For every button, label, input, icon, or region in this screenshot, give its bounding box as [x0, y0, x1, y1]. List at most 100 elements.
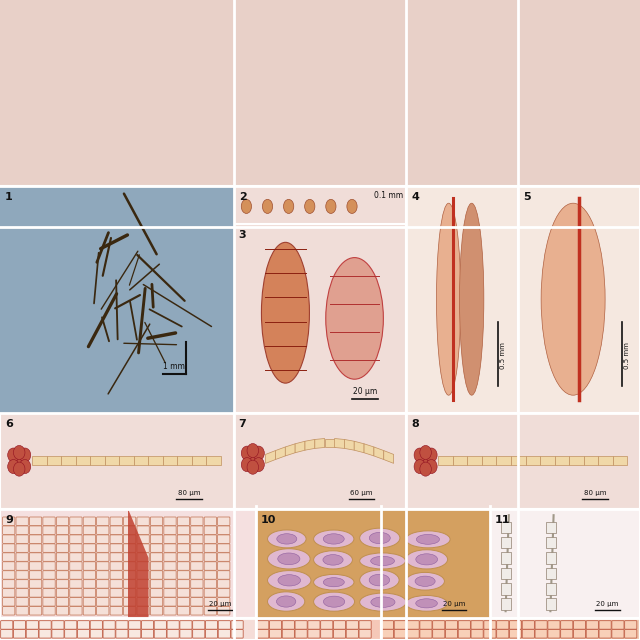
FancyBboxPatch shape	[97, 571, 109, 579]
FancyBboxPatch shape	[191, 535, 203, 543]
FancyBboxPatch shape	[26, 630, 38, 638]
Bar	[0, 186, 234, 413]
FancyBboxPatch shape	[77, 630, 90, 638]
FancyBboxPatch shape	[83, 571, 95, 579]
FancyBboxPatch shape	[43, 580, 55, 588]
FancyBboxPatch shape	[218, 621, 230, 629]
FancyBboxPatch shape	[70, 571, 82, 579]
Ellipse shape	[305, 200, 315, 214]
Polygon shape	[148, 456, 163, 465]
Bar	[546, 537, 556, 548]
FancyBboxPatch shape	[16, 580, 28, 588]
FancyBboxPatch shape	[16, 589, 28, 597]
Polygon shape	[119, 456, 134, 465]
FancyBboxPatch shape	[308, 630, 320, 638]
FancyBboxPatch shape	[56, 544, 68, 552]
FancyBboxPatch shape	[103, 621, 115, 629]
Ellipse shape	[420, 454, 431, 468]
FancyBboxPatch shape	[321, 630, 333, 638]
FancyBboxPatch shape	[97, 526, 109, 534]
FancyBboxPatch shape	[16, 517, 28, 525]
FancyBboxPatch shape	[612, 621, 624, 629]
FancyBboxPatch shape	[167, 630, 179, 638]
FancyBboxPatch shape	[39, 621, 51, 629]
Ellipse shape	[241, 200, 252, 214]
Ellipse shape	[326, 258, 383, 380]
FancyBboxPatch shape	[359, 630, 371, 638]
FancyBboxPatch shape	[29, 607, 42, 615]
FancyBboxPatch shape	[29, 589, 42, 597]
Polygon shape	[104, 456, 119, 465]
FancyBboxPatch shape	[509, 621, 522, 629]
FancyBboxPatch shape	[83, 544, 95, 552]
FancyBboxPatch shape	[218, 562, 230, 570]
FancyBboxPatch shape	[77, 621, 90, 629]
FancyBboxPatch shape	[83, 598, 95, 606]
FancyBboxPatch shape	[433, 630, 445, 638]
Ellipse shape	[253, 446, 264, 460]
FancyBboxPatch shape	[548, 621, 560, 629]
FancyBboxPatch shape	[16, 526, 28, 534]
Ellipse shape	[276, 596, 296, 607]
Ellipse shape	[323, 555, 343, 565]
FancyBboxPatch shape	[3, 571, 15, 579]
FancyBboxPatch shape	[177, 526, 189, 534]
Text: 0.5 mm: 0.5 mm	[500, 342, 506, 369]
FancyBboxPatch shape	[43, 571, 55, 579]
FancyBboxPatch shape	[445, 630, 458, 638]
FancyBboxPatch shape	[218, 598, 230, 606]
FancyBboxPatch shape	[16, 607, 28, 615]
FancyBboxPatch shape	[29, 517, 42, 525]
FancyBboxPatch shape	[70, 580, 82, 588]
Ellipse shape	[323, 534, 344, 544]
Bar	[546, 522, 556, 533]
Ellipse shape	[369, 574, 390, 586]
FancyBboxPatch shape	[177, 553, 189, 561]
Polygon shape	[206, 456, 221, 465]
FancyBboxPatch shape	[150, 517, 163, 525]
Bar	[501, 522, 511, 533]
FancyBboxPatch shape	[141, 621, 154, 629]
FancyBboxPatch shape	[56, 562, 68, 570]
FancyBboxPatch shape	[573, 630, 586, 638]
FancyBboxPatch shape	[548, 630, 560, 638]
Ellipse shape	[323, 596, 345, 607]
FancyBboxPatch shape	[218, 571, 230, 579]
FancyBboxPatch shape	[141, 630, 154, 638]
Ellipse shape	[8, 448, 19, 462]
FancyBboxPatch shape	[150, 607, 163, 615]
FancyBboxPatch shape	[70, 553, 82, 561]
FancyBboxPatch shape	[191, 553, 203, 561]
Bar	[501, 583, 511, 595]
FancyBboxPatch shape	[116, 621, 128, 629]
FancyBboxPatch shape	[56, 571, 68, 579]
FancyBboxPatch shape	[150, 553, 163, 561]
Polygon shape	[266, 451, 275, 463]
FancyBboxPatch shape	[154, 621, 166, 629]
FancyBboxPatch shape	[83, 580, 95, 588]
FancyBboxPatch shape	[110, 562, 122, 570]
Text: 2: 2	[239, 192, 246, 202]
Ellipse shape	[360, 570, 399, 590]
FancyBboxPatch shape	[150, 526, 163, 534]
Text: 60 μm: 60 μm	[350, 490, 373, 496]
Polygon shape	[335, 438, 344, 449]
Ellipse shape	[314, 574, 354, 590]
FancyBboxPatch shape	[137, 544, 149, 552]
FancyBboxPatch shape	[16, 598, 28, 606]
FancyBboxPatch shape	[394, 630, 406, 638]
Polygon shape	[384, 451, 394, 463]
FancyBboxPatch shape	[218, 589, 230, 597]
Polygon shape	[177, 456, 192, 465]
Ellipse shape	[416, 599, 437, 608]
FancyBboxPatch shape	[445, 621, 458, 629]
Ellipse shape	[262, 243, 310, 383]
FancyBboxPatch shape	[43, 517, 55, 525]
FancyBboxPatch shape	[204, 571, 216, 579]
FancyBboxPatch shape	[124, 553, 136, 561]
FancyBboxPatch shape	[56, 589, 68, 597]
Polygon shape	[324, 438, 335, 447]
FancyBboxPatch shape	[180, 630, 192, 638]
Bar	[256, 618, 381, 640]
FancyBboxPatch shape	[471, 621, 483, 629]
